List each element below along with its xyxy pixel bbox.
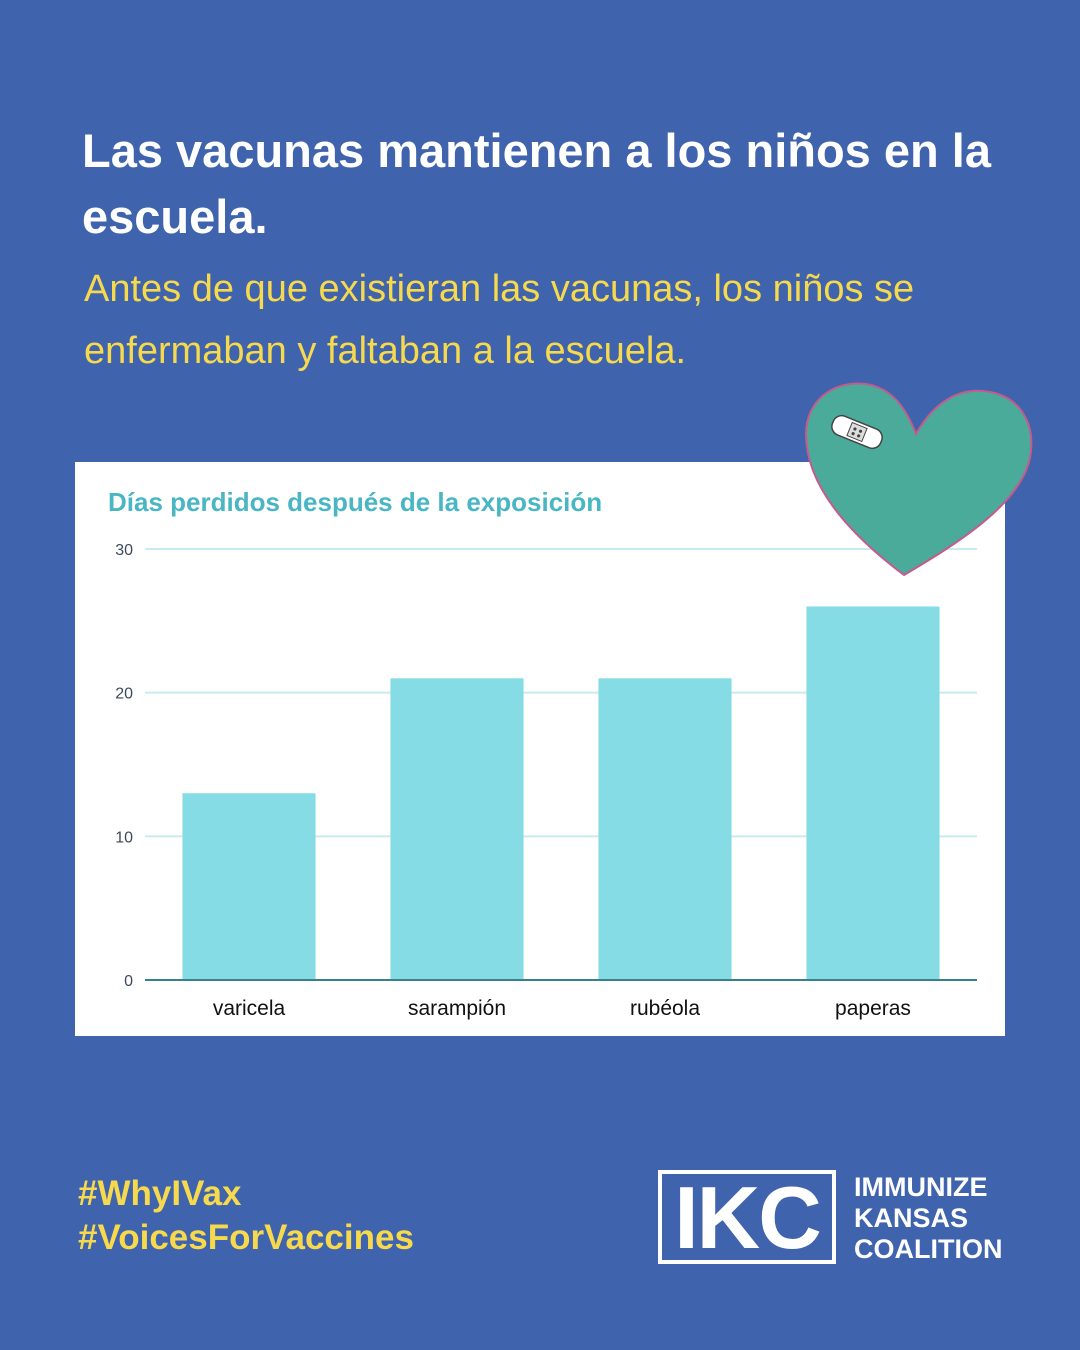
hashtags: #WhyIVax #VoicesForVaccines: [78, 1172, 414, 1260]
hashtag-voicesforvaccines: #VoicesForVaccines: [78, 1218, 414, 1257]
y-tick-label: 20: [115, 686, 133, 703]
x-axis-ticks: varicela sarampión rubéola paperas: [213, 997, 911, 1020]
logo-line-immunize: IMMUNIZE: [854, 1172, 988, 1202]
logo-line-kansas: KANSAS: [854, 1203, 969, 1233]
logo-line-coalition: COALITION: [854, 1234, 1003, 1264]
logo-wordmark: IMMUNIZE KANSAS COALITION: [854, 1172, 1003, 1265]
y-tick-label: 0: [124, 973, 133, 990]
bandage-icon: [831, 414, 883, 450]
heart-icon: [804, 382, 1033, 577]
logo-mark: IKC: [658, 1170, 836, 1264]
bar-chart: Días perdidos después de la exposición 0…: [108, 487, 977, 1020]
x-tick-label: rubéola: [630, 997, 700, 1020]
x-tick-label: paperas: [835, 997, 911, 1020]
chart-card: Días perdidos después de la exposición 0…: [75, 462, 1005, 1036]
hashtag-whyivax: #WhyIVax: [78, 1174, 242, 1213]
chart-title: Días perdidos después de la exposición: [108, 487, 602, 517]
x-tick-label: varicela: [213, 997, 286, 1020]
y-axis-ticks: 0 10 20 30: [115, 542, 133, 990]
bar-sarampión: [390, 678, 524, 980]
chart-bars: [182, 606, 940, 980]
y-tick-label: 30: [115, 542, 133, 559]
y-tick-label: 10: [115, 829, 133, 846]
bar-rubéola: [598, 678, 732, 980]
bar-paperas: [806, 606, 940, 980]
headline: Las vacunas mantienen a los niños en la …: [82, 124, 991, 243]
bar-varicela: [182, 793, 316, 980]
ikc-logo: IKC IMMUNIZE KANSAS COALITION: [658, 1170, 1003, 1266]
x-tick-label: sarampión: [408, 997, 506, 1020]
subtitle: Antes de que existieran las vacunas, los…: [84, 268, 915, 372]
